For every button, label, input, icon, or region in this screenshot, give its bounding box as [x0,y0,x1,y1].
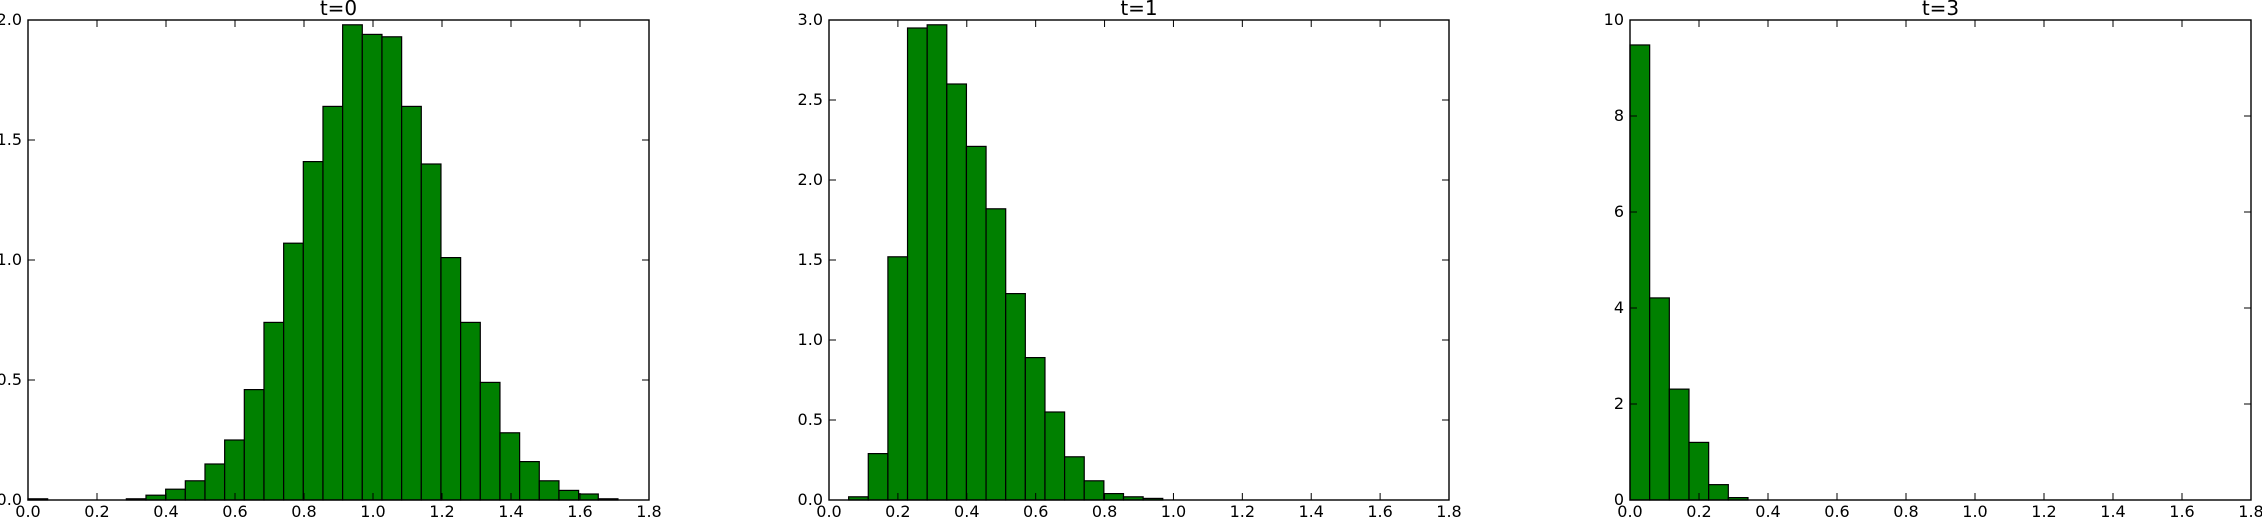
histogram-bar [302,161,324,501]
histogram-bar [946,83,968,501]
x-tick-label: 0.4 [954,502,979,519]
x-tick-label: 1.6 [2169,502,2194,519]
histogram-bar [204,463,226,501]
x-tick-label: 0.0 [816,502,841,519]
x-tick-label: 0.2 [885,502,910,519]
y-tick-label: 8 [1614,106,1624,125]
histogram-bar [165,488,186,501]
y-tick-label: 6 [1614,202,1624,221]
chart-title: t=1 [1120,0,1157,20]
histogram-bar [479,381,501,501]
x-tick-label: 1.8 [2238,502,2262,519]
histogram-bar [263,321,285,501]
histogram-bar [1024,357,1046,501]
x-tick-label: 0.8 [1893,502,1918,519]
histogram-bar [1708,484,1729,501]
y-tick-label: 1.0 [0,250,22,269]
subplot-t1: 0.0 0.2 0.4 0.6 0.8 1.0 1.2 1.4 1.6 1.8 0.0 0.5 1.0 1… [798,0,1462,519]
histogram-bar [1649,297,1670,501]
histogram-bar [1063,456,1085,501]
histogram-bar [906,27,928,501]
x-tick-label: 0.4 [153,502,178,519]
histogram-bar [985,208,1007,501]
x-tick-label: 0.6 [1824,502,1849,519]
y-tick-label: 3.0 [798,10,823,29]
subplot-t0: 0.0 0.2 0.4 0.6 0.8 1.0 1.2 1.4 1.6 1.8 0.0 0.5 1.0 1… [0,0,662,519]
histogram-bar [578,493,599,501]
histogram-bar [558,489,580,501]
y-tick-label: 0.0 [0,490,22,509]
x-tick-label: 1.8 [1436,502,1461,519]
histogram-bar [145,494,167,501]
x-tick-label: 1.4 [1298,502,1323,519]
chart-title: t=3 [1922,0,1959,20]
x-tick-label: 0.6 [222,502,247,519]
histogram-bar [361,33,383,501]
y-tick-label: 1.5 [0,130,22,149]
histogram-bar [1103,493,1125,501]
histogram-bar [342,24,363,501]
x-tick-label: 0.2 [1686,502,1711,519]
x-tick-label: 1.4 [498,502,523,519]
histogram-bar [1083,480,1105,501]
x-tick-label: 0.4 [1755,502,1780,519]
subplot-t3: 0.0 0.2 0.4 0.6 0.8 1.0 1.2 1.4 1.6 1.8 0 2 4 6 8 10 t=3 [1604,0,2262,519]
x-tick-label: 1.0 [360,502,385,519]
x-tick-label: 0.0 [15,502,40,519]
histogram-bar [243,389,265,501]
x-tick-label: 1.2 [429,502,454,519]
x-tick-label: 0.8 [1092,502,1117,519]
x-tick-label: 1.6 [1367,502,1392,519]
histogram-bar [401,105,422,501]
x-tick-label: 1.8 [636,502,661,519]
y-tick-label: 2.5 [798,90,823,109]
x-tick-label: 1.0 [1161,502,1186,519]
y-tick-label: 0 [1614,490,1624,509]
x-tick-label: 1.2 [2031,502,2056,519]
y-tick-label: 10 [1604,10,1624,29]
y-tick-label: 1.0 [798,330,823,349]
x-tick-label: 0.2 [84,502,109,519]
histogram-bar [440,257,462,501]
histogram-bar [1044,411,1066,501]
y-tick-label: 2.0 [0,10,22,29]
histogram-bar [420,163,442,501]
y-tick-label: 4 [1614,298,1624,317]
histogram-bar [499,432,521,501]
x-tick-label: 0.6 [1023,502,1048,519]
x-tick-label: 0.0 [1617,502,1642,519]
histogram-bar [538,480,560,501]
y-tick-label: 1.5 [798,250,823,269]
histogram-bar [460,321,481,501]
histogram-bar [867,453,889,501]
histogram-bar [1629,44,1651,501]
plot-frame [1629,19,2252,501]
histogram-bar [283,242,304,501]
x-tick-label: 1.6 [567,502,592,519]
histogram-bar [887,256,909,501]
histogram-bar [184,480,206,501]
histogram-bar [1668,388,1690,501]
histogram-bar [519,461,540,501]
histogram-bar [1688,441,1710,501]
histogram-bar [965,145,987,501]
y-tick-label: 0.5 [798,410,823,429]
histogram-bar [224,439,245,501]
x-tick-label: 1.2 [1230,502,1255,519]
x-tick-label: 1.4 [2100,502,2125,519]
y-tick-label: 2 [1614,394,1624,413]
x-tick-label: 1.0 [1962,502,1987,519]
histogram-bar [322,105,344,501]
chart-title: t=0 [320,0,357,20]
histogram-bar [926,24,948,501]
y-tick-label: 0.0 [798,490,823,509]
histogram-bar [381,36,403,501]
y-tick-label: 2.0 [798,170,823,189]
y-tick-label: 0.5 [0,370,22,389]
histogram-bar [1005,293,1026,501]
x-tick-label: 0.8 [291,502,316,519]
